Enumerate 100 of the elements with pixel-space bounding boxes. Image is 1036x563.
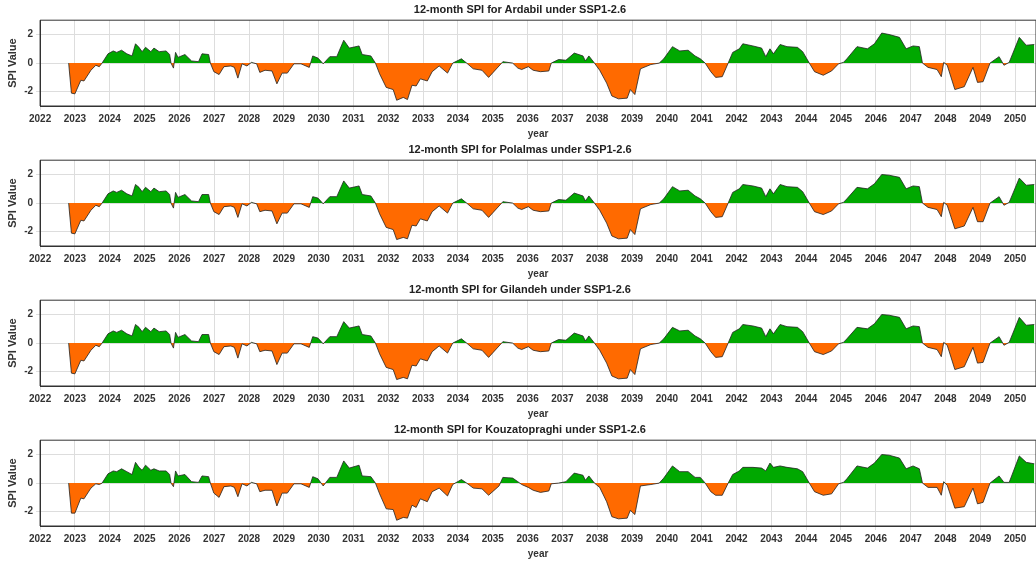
x-tick-label: 2028 (237, 252, 261, 264)
y-tick-label: 2 (27, 28, 34, 40)
x-tick-label: 2041 (690, 392, 714, 404)
x-tick-label: 2047 (899, 112, 923, 124)
x-tick-label: 2035 (481, 532, 505, 544)
x-tick-label: 2029 (272, 532, 296, 544)
x-tick-label: 2033 (412, 392, 435, 404)
x-axis-title: year (527, 267, 549, 279)
x-tick-label: 2050 (1003, 252, 1027, 264)
x-tick-label: 2045 (829, 392, 853, 404)
x-tick-label: 2047 (899, 252, 923, 264)
x-tick-label: 2022 (28, 392, 52, 404)
x-tick-label: 2027 (203, 532, 226, 544)
x-tick-label: 2036 (516, 252, 540, 264)
x-tick-label: 2042 (725, 112, 749, 124)
x-tick-label: 2041 (690, 112, 714, 124)
x-axis-title: year (527, 407, 549, 419)
x-tick-label: 2031 (342, 112, 366, 124)
y-axis-title: SPI Value (5, 318, 18, 368)
x-tick-label: 2045 (829, 532, 853, 544)
x-tick-label: 2033 (412, 112, 435, 124)
x-tick-label: 2035 (481, 112, 505, 124)
x-tick-label: 2028 (237, 392, 261, 404)
x-tick-label: 2036 (516, 112, 540, 124)
x-tick-label: 2026 (168, 532, 191, 544)
x-axis-title: year (527, 547, 549, 559)
x-tick-label: 2024 (98, 252, 122, 264)
x-tick-label: 2040 (655, 532, 679, 544)
x-tick-label: 2045 (829, 252, 853, 264)
x-tick-label: 2022 (28, 112, 52, 124)
y-tick-label: -2 (24, 225, 34, 237)
x-tick-label: 2038 (586, 532, 609, 544)
y-axis-title: SPI Value (5, 38, 18, 88)
x-tick-label: 2032 (377, 112, 400, 124)
x-tick-label: 2039 (620, 252, 644, 264)
x-tick-label: 2022 (28, 252, 52, 264)
x-tick-label: 2028 (237, 532, 261, 544)
x-tick-label: 2039 (620, 112, 644, 124)
x-tick-label: 2027 (203, 252, 226, 264)
x-tick-label: 2030 (307, 112, 331, 124)
x-tick-label: 2031 (342, 392, 366, 404)
x-tick-label: 2044 (795, 252, 818, 264)
x-tick-label: 2029 (272, 392, 296, 404)
x-tick-label: 2031 (342, 252, 366, 264)
y-axis-title: SPI Value (5, 178, 18, 228)
x-tick-label: 2043 (760, 112, 783, 124)
x-tick-label: 2045 (829, 112, 853, 124)
x-tick-label: 2050 (1003, 112, 1027, 124)
x-tick-label: 2023 (63, 392, 87, 404)
x-tick-label: 2048 (934, 112, 958, 124)
x-tick-label: 2025 (133, 252, 157, 264)
x-tick-label: 2024 (98, 112, 122, 124)
x-tick-label: 2046 (864, 112, 888, 124)
x-tick-label: 2039 (620, 392, 644, 404)
x-tick-label: 2043 (760, 532, 783, 544)
x-tick-label: 2026 (168, 112, 191, 124)
y-tick-label: 2 (27, 308, 34, 320)
x-tick-label: 2035 (481, 392, 505, 404)
x-tick-label: 2044 (795, 112, 818, 124)
x-tick-label: 2047 (899, 532, 923, 544)
x-tick-label: 2040 (655, 252, 679, 264)
x-tick-label: 2026 (168, 392, 191, 404)
x-tick-label: 2023 (63, 112, 87, 124)
y-axis-title: SPI Value (5, 458, 18, 508)
x-tick-label: 2029 (272, 112, 296, 124)
x-tick-label: 2025 (133, 532, 157, 544)
x-tick-label: 2023 (63, 252, 87, 264)
x-tick-label: 2050 (1003, 532, 1027, 544)
x-tick-label: 2049 (969, 392, 992, 404)
x-tick-label: 2049 (969, 112, 992, 124)
x-tick-label: 2036 (516, 532, 540, 544)
x-tick-label: 2030 (307, 252, 331, 264)
y-tick-label: 0 (27, 336, 34, 348)
x-tick-label: 2027 (203, 392, 226, 404)
y-tick-label: 0 (27, 56, 34, 68)
x-tick-label: 2028 (237, 112, 261, 124)
x-tick-label: 2046 (864, 252, 888, 264)
x-tick-label: 2039 (620, 532, 644, 544)
x-tick-label: 2031 (342, 532, 366, 544)
x-tick-label: 2044 (795, 392, 818, 404)
chart-title: 12-month SPI for Polalmas under SSP1-2.6 (408, 142, 632, 155)
x-tick-label: 2037 (551, 112, 574, 124)
x-tick-label: 2047 (899, 392, 923, 404)
x-tick-label: 2049 (969, 532, 992, 544)
x-tick-label: 2046 (864, 532, 888, 544)
x-tick-label: 2034 (446, 112, 470, 124)
y-tick-label: 0 (27, 196, 34, 208)
y-tick-label: -2 (24, 85, 34, 97)
x-tick-label: 2040 (655, 112, 679, 124)
x-tick-label: 2029 (272, 252, 296, 264)
x-tick-label: 2032 (377, 392, 400, 404)
x-tick-label: 2048 (934, 392, 958, 404)
chart-title: 12-month SPI for Gilandeh under SSP1-2.6 (409, 282, 631, 295)
x-tick-label: 2036 (516, 392, 540, 404)
x-tick-label: 2033 (412, 252, 435, 264)
x-tick-label: 2025 (133, 112, 157, 124)
x-tick-label: 2033 (412, 532, 435, 544)
x-tick-label: 2048 (934, 532, 958, 544)
x-tick-label: 2024 (98, 532, 122, 544)
x-tick-label: 2037 (551, 532, 574, 544)
